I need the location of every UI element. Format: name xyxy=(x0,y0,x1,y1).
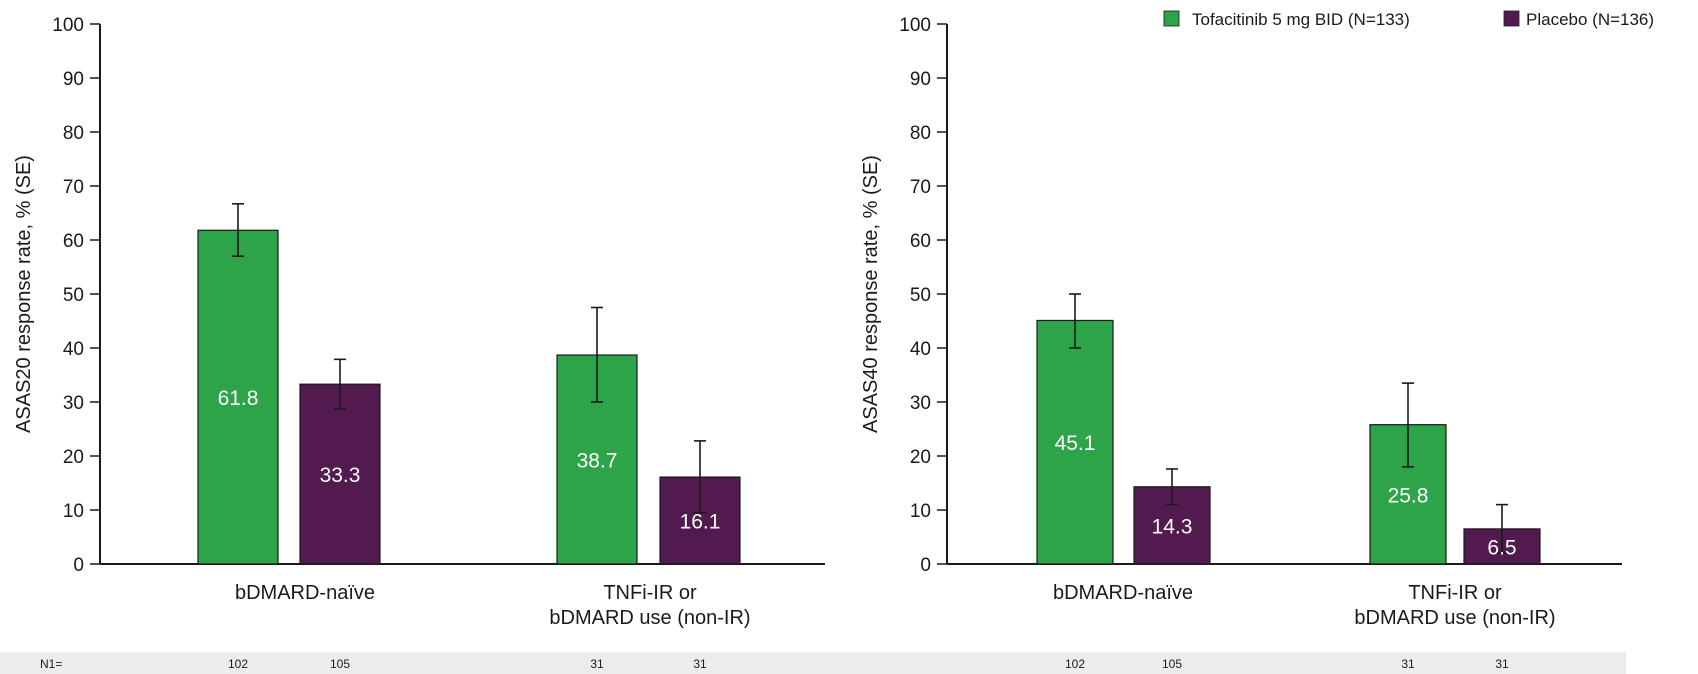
n-row-value: 105 xyxy=(330,657,350,671)
legend-swatch xyxy=(1503,10,1520,27)
legend-item: Tofacitinib 5 mg BID (N=133) xyxy=(1163,10,1410,29)
y-axis-label: ASAS40 response rate, % (SE) xyxy=(860,155,882,433)
data-label: 45.1 xyxy=(1055,432,1096,455)
legend-swatch xyxy=(1163,10,1180,27)
y-tick-label: 50 xyxy=(910,285,931,306)
y-tick-label: 80 xyxy=(910,123,931,144)
legend-label: Tofacitinib 5 mg BID (N=133) xyxy=(1192,10,1410,29)
y-tick-label: 0 xyxy=(920,555,931,576)
y-tick-label: 60 xyxy=(910,231,931,252)
legend: Tofacitinib 5 mg BID (N=133) Placebo (N=1… xyxy=(1163,10,1654,29)
y-axis-label: ASAS20 response rate, % (SE) xyxy=(13,155,35,433)
y-tick-label: 100 xyxy=(899,15,931,36)
n-row-value: 102 xyxy=(228,657,248,671)
y-tick-label: 90 xyxy=(910,69,931,90)
x-category-label: bDMARD-naïve xyxy=(1053,582,1193,604)
y-tick-label: 20 xyxy=(63,447,84,468)
y-tick-label: 40 xyxy=(910,339,931,360)
n-row-value: 31 xyxy=(693,657,707,671)
y-tick-label: 0 xyxy=(73,555,84,576)
n-row-label: N1= xyxy=(40,657,62,671)
x-category-label-line: TNFi-IR or xyxy=(603,582,697,604)
x-category-label-line: bDMARD use (non-IR) xyxy=(1354,607,1555,629)
bar xyxy=(299,383,381,565)
n-row-value: 31 xyxy=(1401,657,1415,671)
x-category-label-line: bDMARD use (non-IR) xyxy=(549,607,750,629)
y-tick-label: 30 xyxy=(910,393,931,414)
n-row-value: 105 xyxy=(1162,657,1182,671)
y-tick-label: 60 xyxy=(63,231,84,252)
y-tick-label: 80 xyxy=(63,123,84,144)
y-tick-label: 70 xyxy=(63,177,84,198)
x-category-label-line: bDMARD-naïve xyxy=(1053,582,1193,604)
data-label: 25.8 xyxy=(1388,484,1429,507)
y-tick-label: 40 xyxy=(63,339,84,360)
data-label: 33.3 xyxy=(320,464,361,487)
data-label: 14.3 xyxy=(1152,515,1193,538)
chart-panel-1: 0 10 20 30 40 50 60 70 80 90 100 ASAS20 response ra… xyxy=(13,15,825,629)
y-tick-label: 50 xyxy=(63,285,84,306)
data-label: 61.8 xyxy=(218,387,259,410)
y-tick-label: 100 xyxy=(52,15,84,36)
x-category-label: TNFi-IR or bDMARD use (non-IR) xyxy=(549,582,750,629)
n-row: N1= 102 105 31 31 102 105 31 31 xyxy=(0,652,1626,674)
n-row-value: 31 xyxy=(590,657,604,671)
x-category-label: TNFi-IR or bDMARD use (non-IR) xyxy=(1354,582,1555,629)
n-row-value: 31 xyxy=(1495,657,1509,671)
n-row-value: 102 xyxy=(1065,657,1085,671)
bar xyxy=(1036,319,1114,565)
legend-item: Placebo (N=136) xyxy=(1503,10,1654,29)
y-tick-label: 30 xyxy=(63,393,84,414)
n-row-band xyxy=(0,652,1626,674)
y-tick-label: 10 xyxy=(910,501,931,522)
x-category-label-line: TNFi-IR or xyxy=(1408,582,1502,604)
bar xyxy=(197,229,279,565)
x-category-label: bDMARD-naïve xyxy=(235,582,375,604)
y-tick-label: 70 xyxy=(910,177,931,198)
y-tick-label: 90 xyxy=(63,69,84,90)
data-label: 6.5 xyxy=(1487,536,1516,559)
data-label: 38.7 xyxy=(577,450,618,473)
y-tick-label: 20 xyxy=(910,447,931,468)
x-category-label-line: bDMARD-naïve xyxy=(235,582,375,604)
legend-label: Placebo (N=136) xyxy=(1526,10,1654,29)
y-tick-label: 10 xyxy=(63,501,84,522)
data-label: 16.1 xyxy=(680,511,721,534)
chart-panel-2: 0 10 20 30 40 50 60 70 80 90 100 ASAS40 response ra… xyxy=(860,15,1622,629)
